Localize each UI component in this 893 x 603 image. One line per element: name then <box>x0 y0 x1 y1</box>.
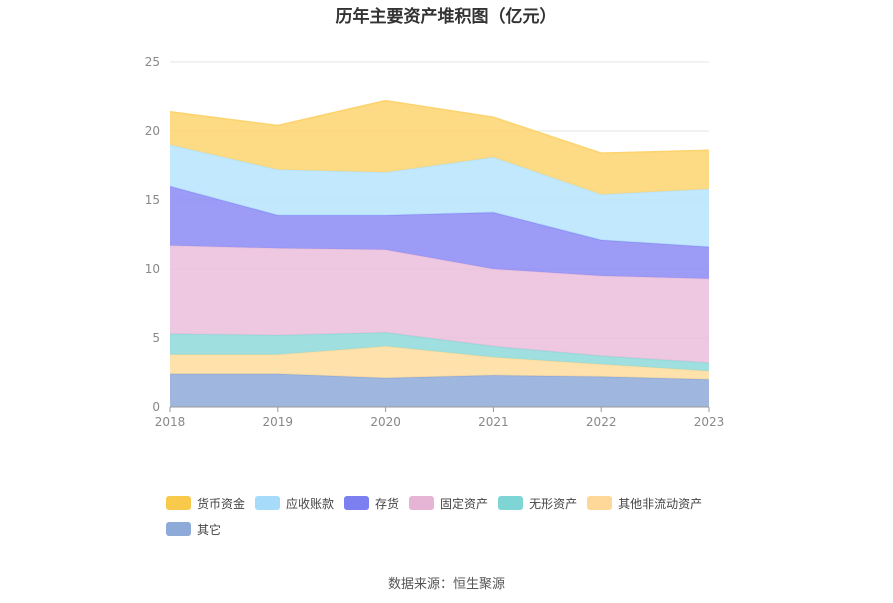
legend-swatch <box>166 496 191 510</box>
legend-label: 货币资金 <box>197 496 246 511</box>
x-tick-label: 2023 <box>694 415 725 429</box>
y-axis-ticks: 0 5 10 15 20 25 <box>145 55 160 414</box>
y-tick-label: 20 <box>145 124 160 138</box>
legend-label: 无形资产 <box>529 496 578 511</box>
legend-swatch <box>409 496 435 510</box>
legend-swatch <box>166 522 191 536</box>
y-tick-label: 10 <box>145 262 160 276</box>
legend-swatch <box>255 496 281 510</box>
legend-swatch <box>587 496 613 510</box>
series-areas <box>169 99 710 407</box>
legend-label: 固定资产 <box>440 496 489 511</box>
area-series-1 <box>170 346 709 380</box>
legend-swatch <box>344 496 370 510</box>
x-tick-label: 2019 <box>263 415 294 429</box>
data-source: 数据来源：恒生聚源 <box>387 577 505 592</box>
legend-label: 应收账款 <box>286 496 335 511</box>
legend-item[interactable]: 无形资产 <box>498 494 577 512</box>
area-series-6 <box>170 100 709 195</box>
legend-label: 其它 <box>197 522 222 537</box>
x-tick-label: 2020 <box>370 415 401 429</box>
x-axis-ticks: 2018 2019 2020 2021 2022 2023 <box>155 415 725 429</box>
x-tick-label: 2022 <box>586 415 617 429</box>
chart-title: 历年主要资产堆积图（亿元） <box>336 6 557 27</box>
area-series-4 <box>170 186 709 279</box>
legend-item[interactable]: 应收账款 <box>255 494 334 512</box>
legend-swatch <box>498 496 524 510</box>
legend-item[interactable]: 存货 <box>344 494 399 512</box>
legend-item[interactable]: 其他非流动资产 <box>587 494 702 512</box>
legend-label: 存货 <box>375 496 400 511</box>
area-series-0 <box>170 373 709 407</box>
legend-item[interactable]: 其它 <box>166 520 221 538</box>
legend-item[interactable]: 固定资产 <box>409 494 488 512</box>
legend-item[interactable]: 货币资金 <box>166 494 245 512</box>
legend: 货币资金 应收账款 存货 固定资产 无形资产 其他非流动资产其它 <box>166 494 766 538</box>
y-tick-label: 0 <box>152 400 160 414</box>
area-series-edge-6 <box>169 99 710 154</box>
x-axis <box>169 406 710 412</box>
x-tick-label: 2021 <box>478 415 509 429</box>
y-tick-label: 25 <box>145 55 160 69</box>
area-series-2 <box>170 332 709 372</box>
y-tick-label: 5 <box>152 331 160 345</box>
y-tick-label: 15 <box>145 193 160 207</box>
x-tick-label: 2018 <box>155 415 186 429</box>
legend-label: 其他非流动资产 <box>618 496 703 511</box>
